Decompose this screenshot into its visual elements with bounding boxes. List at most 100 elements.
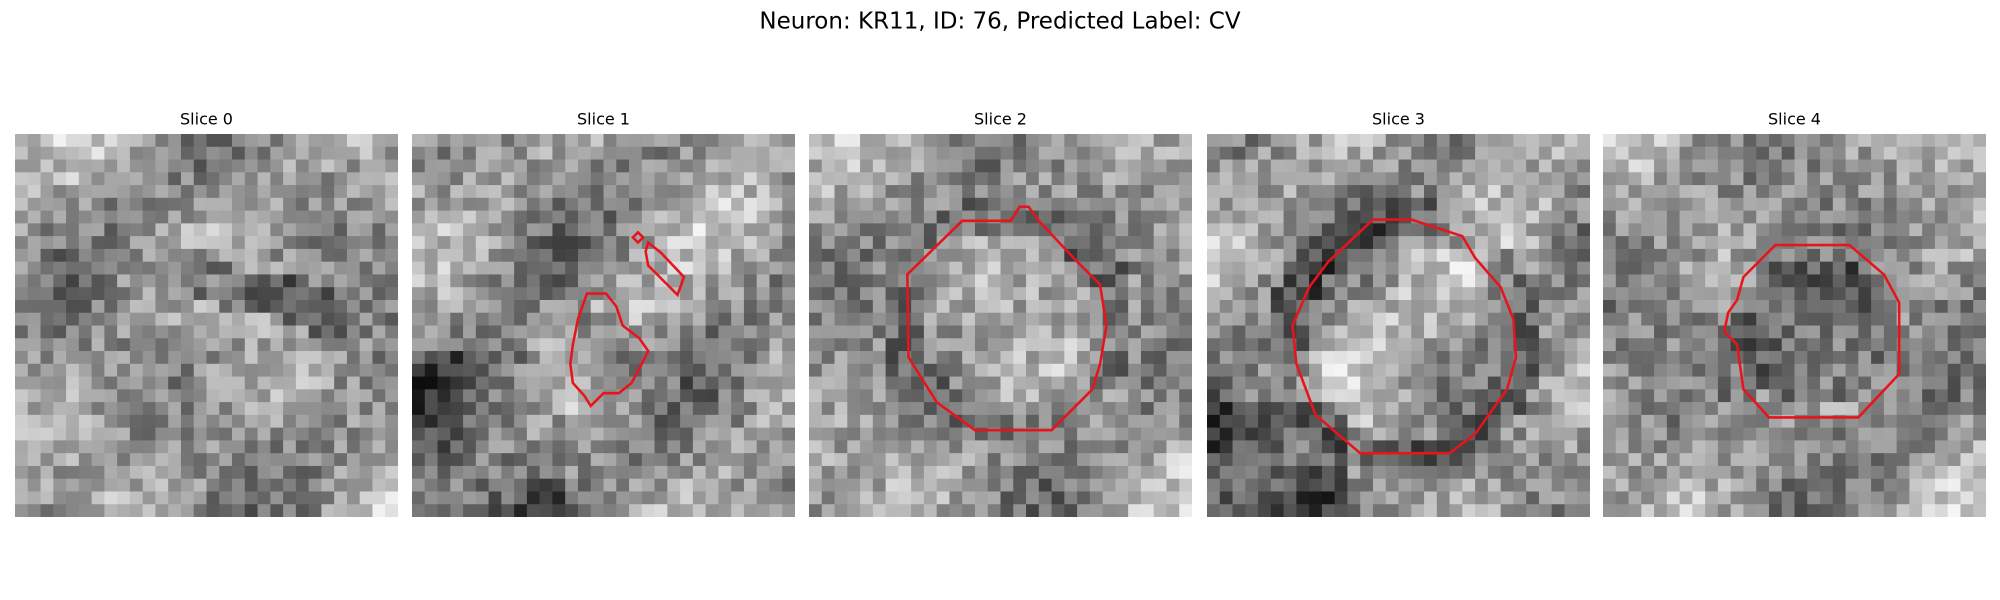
- pixel: [1858, 363, 1872, 378]
- pixel: [1385, 427, 1400, 441]
- pixel: [936, 197, 950, 212]
- pixel: [142, 402, 156, 416]
- pixel: [1922, 172, 1936, 186]
- pixel: [501, 478, 515, 492]
- pixel: [1666, 197, 1681, 212]
- pixel: [1064, 351, 1078, 365]
- pixel: [1424, 504, 1438, 517]
- pixel: [1768, 287, 1783, 301]
- pixel: [270, 389, 284, 403]
- pixel: [372, 312, 386, 327]
- pixel: [743, 504, 758, 517]
- pixel: [372, 287, 386, 301]
- pixel: [1347, 248, 1361, 263]
- pixel: [1000, 312, 1014, 327]
- pixel: [731, 134, 745, 148]
- pixel: [590, 146, 605, 161]
- pixel: [1245, 465, 1259, 480]
- pixel: [1896, 261, 1910, 275]
- pixel: [1321, 491, 1336, 505]
- pixel: [1296, 146, 1310, 161]
- pixel: [1883, 261, 1898, 275]
- pixel: [860, 159, 874, 173]
- pixel: [257, 389, 271, 403]
- pixel: [1896, 376, 1910, 390]
- pixel: [514, 338, 528, 352]
- pixel: [872, 389, 887, 403]
- pixel: [424, 389, 439, 403]
- pixel: [1207, 402, 1221, 416]
- pixel: [1692, 172, 1706, 186]
- pixel: [1794, 223, 1808, 237]
- pixel: [437, 146, 451, 161]
- pixel: [91, 363, 105, 378]
- pixel: [1013, 261, 1027, 275]
- pixel: [412, 325, 426, 339]
- pixel: [385, 312, 398, 327]
- pixel: [1128, 185, 1142, 199]
- pixel: [219, 197, 233, 212]
- pixel: [1871, 351, 1885, 365]
- pixel: [155, 414, 169, 429]
- pixel: [667, 402, 681, 416]
- pixel: [1960, 210, 1974, 224]
- pixel: [1717, 185, 1732, 199]
- pixel: [692, 172, 707, 186]
- pixel: [577, 223, 592, 237]
- pixel: [1475, 351, 1489, 365]
- pixel: [834, 274, 848, 288]
- pixel: [974, 248, 989, 263]
- pixel: [359, 363, 373, 378]
- pixel: [308, 299, 322, 314]
- pixel: [680, 427, 694, 441]
- pixel: [1615, 159, 1630, 173]
- pixel: [782, 478, 795, 492]
- pixel: [1296, 248, 1310, 263]
- pixel: [847, 197, 861, 212]
- pixel: [1603, 134, 1617, 148]
- pixel: [1013, 478, 1027, 492]
- pixel: [1973, 159, 1986, 173]
- pixel: [821, 440, 836, 454]
- pixel: [1781, 159, 1796, 173]
- pixel: [1756, 223, 1770, 237]
- pixel: [1321, 185, 1336, 199]
- pixel: [654, 134, 668, 148]
- pixel: [1283, 248, 1297, 263]
- pixel: [539, 223, 553, 237]
- pixel: [1321, 236, 1336, 250]
- pixel: [1666, 210, 1681, 224]
- pixel: [155, 261, 169, 275]
- pixel: [488, 312, 502, 327]
- pixel: [1947, 338, 1961, 352]
- pixel: [1064, 299, 1078, 314]
- pixel: [1628, 197, 1642, 212]
- pixel: [769, 223, 783, 237]
- pixel: [860, 172, 874, 186]
- pixel: [155, 338, 169, 352]
- pixel: [1128, 363, 1142, 378]
- pixel: [1679, 210, 1693, 224]
- pixel: [1436, 274, 1451, 288]
- pixel: [1334, 223, 1348, 237]
- pixel: [1064, 172, 1078, 186]
- pixel: [385, 427, 398, 441]
- pixel: [1717, 248, 1732, 263]
- pixel: [129, 376, 144, 390]
- pixel: [539, 376, 553, 390]
- pixel: [450, 261, 464, 275]
- pixel: [1424, 402, 1438, 416]
- pixel: [1781, 287, 1796, 301]
- pixel: [987, 402, 1002, 416]
- pixel: [155, 363, 169, 378]
- pixel: [1026, 312, 1040, 327]
- pixel: [1564, 134, 1578, 148]
- pixel: [1538, 261, 1553, 275]
- pixel: [1845, 376, 1859, 390]
- pixel: [1077, 491, 1091, 505]
- pixel: [1577, 159, 1590, 173]
- pixel: [1487, 287, 1502, 301]
- pixel: [15, 465, 29, 480]
- pixel: [1922, 453, 1936, 467]
